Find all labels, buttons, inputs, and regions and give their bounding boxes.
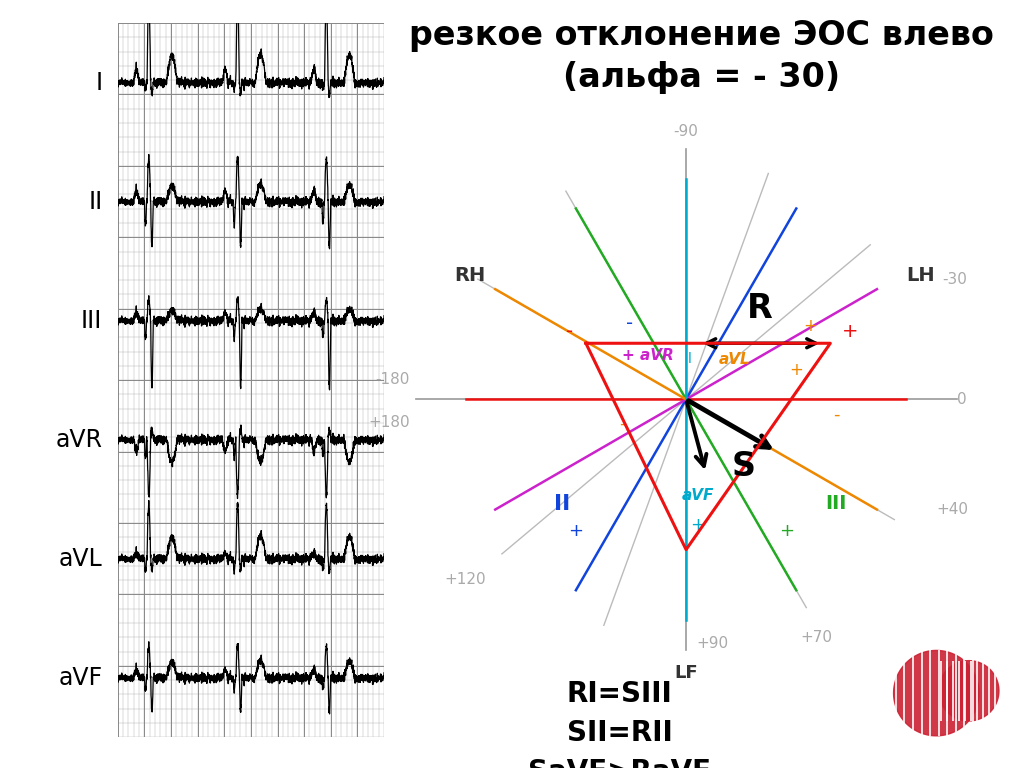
Text: -90: -90 [674,124,698,139]
Text: 0: 0 [956,392,967,407]
Text: резкое отклонение ЭОС влево: резкое отклонение ЭОС влево [409,19,994,52]
Text: S: S [732,450,756,483]
Text: -30: -30 [942,272,968,286]
Text: aVL: aVL [718,352,750,367]
Polygon shape [894,650,979,736]
Text: +90: +90 [696,636,728,650]
Text: l: l [688,353,692,366]
Text: RH: RH [455,266,485,285]
Polygon shape [939,660,999,721]
Text: -180: -180 [375,372,410,387]
Text: + aVR: + aVR [622,348,674,362]
Text: -: - [618,415,626,432]
Text: +40: +40 [937,502,969,517]
Text: -: - [566,322,573,341]
Text: +180: +180 [368,415,410,430]
Text: +: + [842,322,858,341]
Text: LF: LF [674,664,698,682]
Text: II: II [88,190,102,214]
Text: aVF: aVF [58,666,102,690]
Text: III: III [81,309,102,333]
Text: -: - [834,406,840,423]
Text: RI=SIII
SII=RII
SaVF>RaVF: RI=SIII SII=RII SaVF>RaVF [528,680,711,768]
Text: +70: +70 [801,630,833,645]
Text: II: II [554,494,570,514]
Text: +: + [568,521,584,540]
Text: aVF: aVF [682,488,715,503]
Text: aVL: aVL [58,547,102,571]
Text: (альфа = - 30): (альфа = - 30) [563,61,840,94]
Text: LH: LH [906,266,935,285]
Text: +: + [690,515,706,534]
Text: +120: +120 [444,572,485,588]
Text: +: + [804,317,817,336]
Text: III: III [825,494,847,513]
Text: R: R [748,293,773,325]
Text: +: + [790,361,803,379]
Text: I: I [95,71,102,94]
Text: -: - [627,314,634,333]
Text: aVR: aVR [55,428,102,452]
Text: +: + [779,521,794,540]
